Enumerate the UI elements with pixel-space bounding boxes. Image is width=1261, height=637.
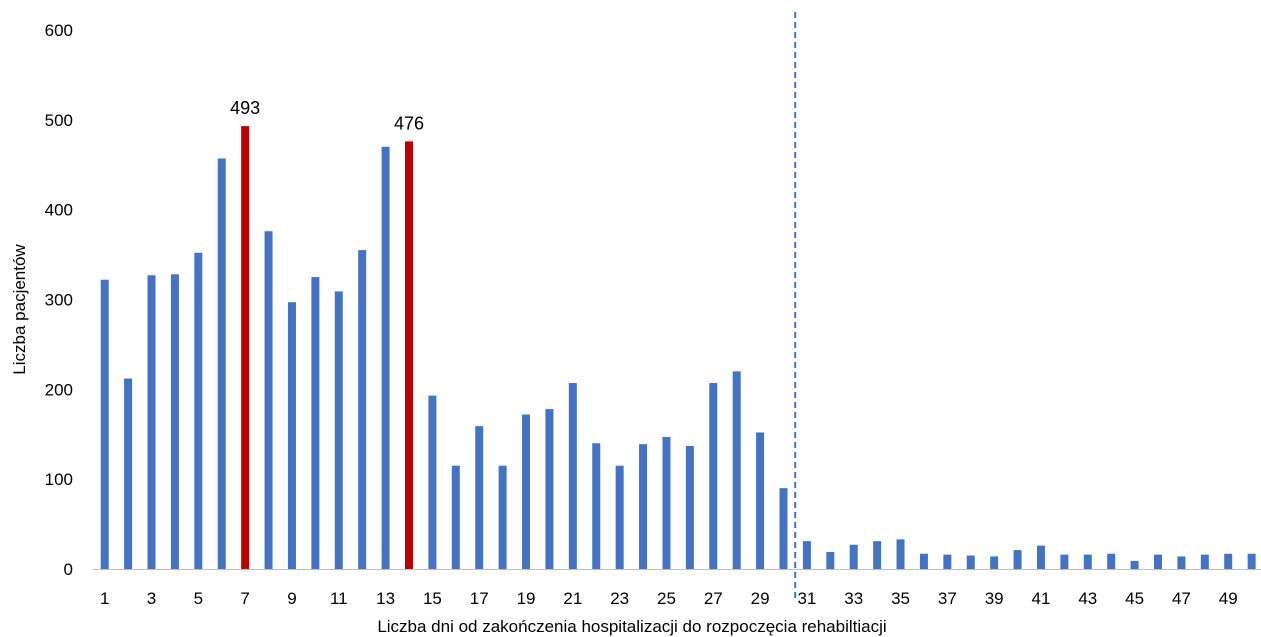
x-tick-label: 13 (376, 589, 395, 608)
bar-38 (966, 555, 975, 569)
bar-31 (802, 541, 811, 569)
bar-44 (1107, 553, 1116, 569)
y-tick-label: 600 (45, 21, 73, 40)
bar-10 (311, 277, 320, 569)
bar-11 (334, 291, 343, 569)
bar-21 (568, 383, 577, 569)
data-label-14: 476 (394, 113, 424, 133)
y-tick-label: 200 (45, 380, 73, 399)
x-tick-label: 3 (147, 589, 156, 608)
x-tick-label: 17 (470, 589, 489, 608)
y-tick-label: 500 (45, 111, 73, 130)
y-tick-label: 400 (45, 201, 73, 220)
bar-24 (639, 444, 648, 569)
bar-2 (124, 378, 133, 569)
x-tick-label: 49 (1219, 589, 1238, 608)
bar-15 (428, 395, 437, 569)
bar-30 (779, 488, 788, 569)
bar-4 (170, 274, 179, 569)
x-tick-label: 41 (1032, 589, 1051, 608)
bar-36 (919, 553, 928, 569)
bar-26 (685, 445, 694, 569)
bar-32 (826, 551, 835, 569)
bar-18 (498, 465, 507, 569)
x-tick-label: 29 (751, 589, 770, 608)
x-tick-label: 43 (1078, 589, 1097, 608)
bar-33 (849, 544, 858, 569)
x-tick-label: 39 (985, 589, 1004, 608)
y-axis-ticks: 0 100 200 300 400 500 600 (45, 21, 73, 579)
bar-1 (100, 279, 109, 569)
y-tick-label: 100 (45, 470, 73, 489)
x-tick-label: 45 (1125, 589, 1144, 608)
x-tick-label: 35 (891, 589, 910, 608)
bar-40 (1013, 550, 1022, 569)
data-label-7: 493 (230, 98, 260, 118)
data-labels: 493 476 (230, 98, 424, 133)
bar-5 (194, 252, 203, 569)
bars (100, 126, 1256, 570)
bar-43 (1083, 554, 1092, 569)
x-tick-label: 11 (330, 589, 348, 608)
bar-37 (943, 554, 952, 569)
bar-16 (451, 465, 460, 569)
bar-12 (358, 250, 367, 569)
x-tick-label: 7 (240, 589, 249, 608)
x-tick-label: 23 (610, 589, 629, 608)
bar-47 (1177, 556, 1186, 569)
bar-50 (1247, 553, 1256, 569)
x-tick-label: 15 (423, 589, 442, 608)
bar-22 (592, 443, 601, 569)
bar-46 (1154, 554, 1163, 569)
bar-34 (873, 541, 882, 569)
bar-41 (1036, 545, 1045, 569)
bar-13 (381, 146, 390, 570)
bar-3 (147, 275, 156, 569)
bar-42 (1060, 554, 1069, 569)
x-tick-label: 19 (517, 589, 536, 608)
x-tick-label: 5 (194, 589, 203, 608)
bar-23 (615, 465, 624, 569)
bar-49 (1224, 553, 1233, 569)
y-tick-label: 0 (64, 560, 73, 579)
x-tick-label: 27 (704, 589, 723, 608)
bar-27 (709, 383, 718, 569)
bar-14 (404, 141, 413, 570)
x-tick-label: 25 (657, 589, 676, 608)
x-tick-label: 33 (844, 589, 863, 608)
bar-17 (475, 426, 484, 569)
bar-20 (545, 409, 554, 569)
bar-35 (896, 539, 905, 569)
bar-48 (1200, 554, 1209, 569)
y-tick-label: 300 (45, 291, 73, 310)
x-tick-label: 47 (1172, 589, 1191, 608)
bar-9 (287, 302, 296, 569)
bar-28 (732, 371, 741, 569)
bar-6 (217, 158, 226, 569)
bar-25 (662, 436, 671, 569)
x-tick-label: 9 (287, 589, 296, 608)
x-axis-ticks: 1 3 5 7 9 11 13 15 17 19 21 23 25 27 29 31 33 35 37 39 41 43 4… (100, 589, 1238, 608)
x-tick-label: 1 (100, 589, 109, 608)
bar-8 (264, 231, 273, 569)
x-tick-label: 37 (938, 589, 957, 608)
bar-19 (522, 414, 531, 569)
bar-45 (1130, 560, 1139, 569)
bar-39 (990, 556, 999, 569)
y-axis-title: Liczba pacjentów (10, 244, 29, 375)
x-tick-label: 21 (563, 589, 582, 608)
bar-7 (241, 126, 250, 569)
x-axis-title: Liczba dni od zakończenia hospitalizacji… (377, 617, 886, 636)
bar-29 (756, 432, 765, 569)
x-tick-label: 31 (797, 589, 816, 608)
